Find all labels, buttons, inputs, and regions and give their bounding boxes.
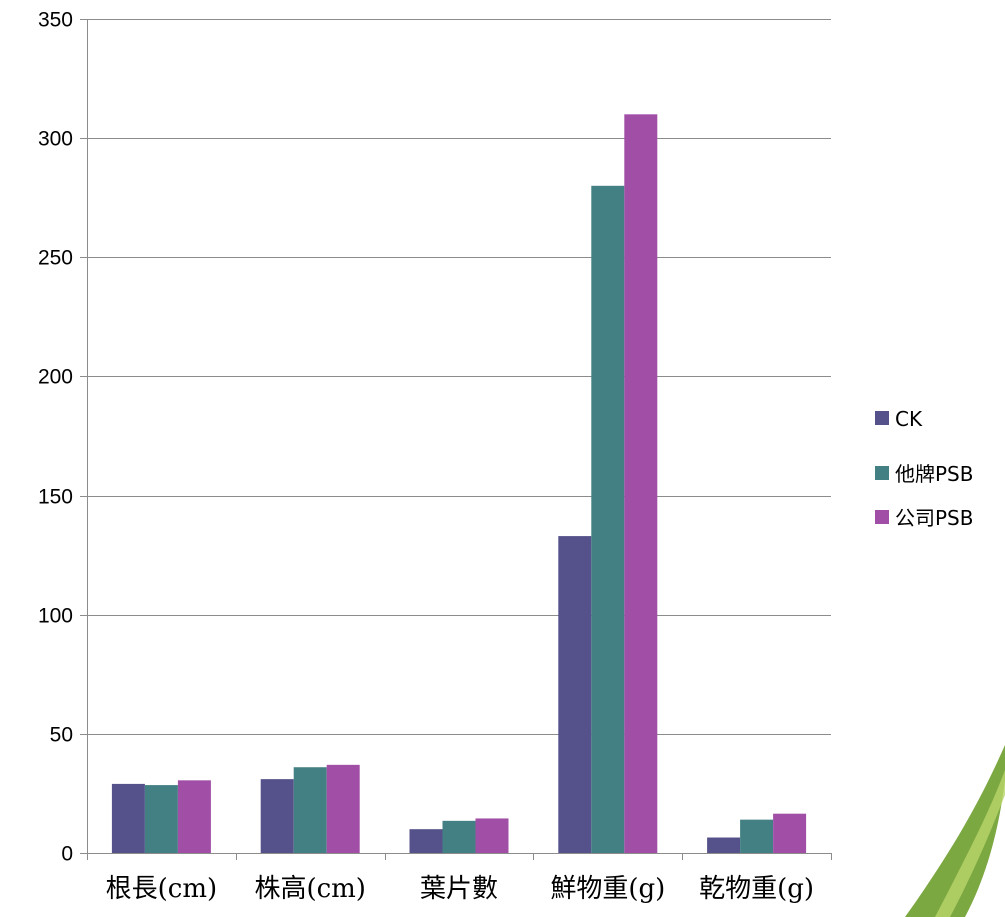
legend-label: 公司PSB	[895, 506, 973, 530]
bar-3-2	[624, 114, 658, 854]
x-category-label: 葉片數	[420, 874, 498, 904]
y-tick-label: 200	[38, 366, 73, 389]
legend-swatch	[875, 411, 889, 425]
y-tick-labels: 0 50 100 150 200 250 300 350	[38, 9, 73, 866]
legend: CK 他牌PSB 公司PSB	[875, 407, 973, 530]
bar-4-2	[773, 813, 807, 853]
y-tick-label: 100	[38, 605, 73, 628]
y-tick-label: 250	[38, 247, 73, 270]
legend-label: 他牌PSB	[895, 462, 973, 486]
y-tick-label: 0	[61, 843, 73, 866]
bar-0-0	[111, 783, 145, 853]
x-category-label: 根長(cm)	[106, 874, 218, 904]
bar-0-1	[144, 785, 178, 853]
leaf-decoration-shape	[905, 745, 1005, 917]
bars	[111, 114, 807, 854]
bar-3-0	[558, 536, 592, 853]
x-category-label: 株高(cm)	[254, 874, 366, 904]
bar-0-2	[177, 780, 211, 853]
bar-2-0	[409, 829, 443, 853]
x-category-label: 鮮物重(g)	[550, 874, 665, 904]
bar-3-1	[591, 185, 625, 854]
y-tick-label: 50	[50, 724, 73, 747]
y-tick-label: 350	[38, 9, 73, 32]
x-category-label: 乾物重(g)	[699, 874, 814, 904]
category-labels: 根長(cm) 株高(cm) 葉片數 鮮物重(g) 乾物重(g)	[106, 874, 814, 904]
legend-swatch	[875, 510, 889, 524]
bar-4-0	[707, 837, 741, 853]
legend-label: CK	[895, 407, 923, 431]
bar-2-2	[475, 818, 509, 853]
axes	[80, 19, 832, 860]
y-tick-label: 300	[38, 128, 73, 151]
leaf-decoration	[905, 745, 1005, 917]
bar-2-1	[442, 820, 476, 853]
y-tick-label: 150	[38, 486, 73, 509]
bar-4-1	[740, 819, 774, 853]
bar-1-2	[326, 764, 360, 853]
grid-lines	[87, 19, 831, 735]
bar-1-0	[260, 779, 294, 853]
bar-1-1	[293, 767, 327, 853]
legend-swatch	[875, 466, 889, 480]
